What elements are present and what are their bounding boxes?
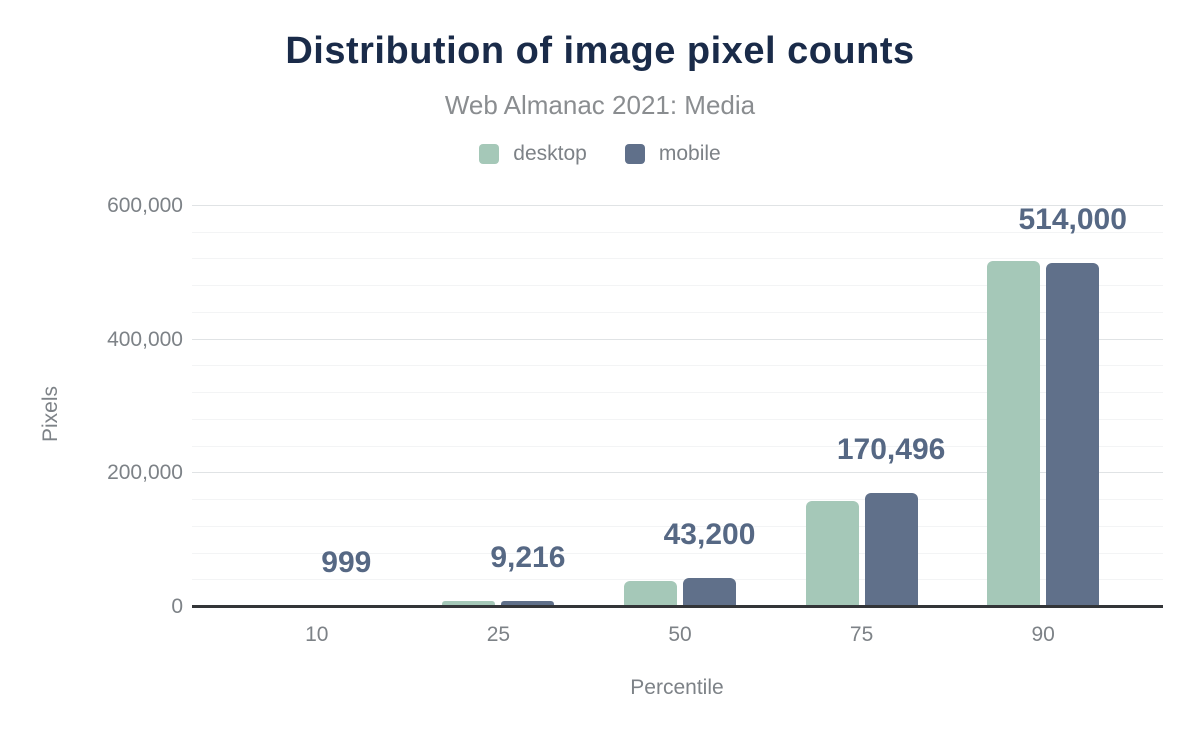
y-tick-label-400000: 400,000 bbox=[107, 327, 183, 351]
gridline-minor bbox=[192, 552, 1163, 554]
gridline-minor bbox=[192, 285, 1163, 287]
legend-item-desktop: desktop bbox=[479, 142, 587, 166]
bar-value-label-p50: 43,200 bbox=[663, 518, 756, 552]
bar-mobile-p90[interactable] bbox=[1046, 263, 1100, 607]
bar-mobile-p50[interactable] bbox=[683, 578, 736, 607]
legend: desktop mobile bbox=[0, 142, 1200, 166]
bar-value-label-p25: 9,216 bbox=[490, 540, 566, 574]
chart-subtitle: Web Almanac 2021: Media bbox=[444, 90, 756, 120]
x-tick-label-50: 50 bbox=[668, 623, 692, 646]
gridline-major bbox=[192, 472, 1163, 474]
plot-area: 999 9,216 43,200 170,496 514,000 10 25 50 75 90 bbox=[192, 203, 1163, 646]
y-axis-title: Pixels bbox=[39, 385, 62, 443]
gridline-minor bbox=[192, 499, 1163, 501]
gridline-minor bbox=[192, 311, 1163, 313]
chart-title: Distribution of image pixel counts bbox=[285, 30, 915, 72]
y-tick-label-200000: 200,000 bbox=[107, 461, 183, 485]
legend-label-mobile: mobile bbox=[658, 142, 721, 165]
gridline-minor bbox=[192, 392, 1163, 394]
desktop-swatch-icon bbox=[479, 144, 500, 164]
gridline-minor bbox=[192, 445, 1163, 447]
x-tick-label-10: 10 bbox=[305, 623, 329, 646]
gridline-major bbox=[192, 338, 1163, 340]
bar-desktop-p25[interactable] bbox=[442, 601, 496, 607]
gridline-major bbox=[192, 205, 1163, 206]
gridline-minor bbox=[192, 579, 1163, 581]
bar-desktop-p75[interactable] bbox=[805, 501, 859, 607]
mobile-swatch-icon bbox=[624, 144, 645, 164]
gridline-minor bbox=[192, 365, 1163, 367]
x-tick-label-90: 90 bbox=[1031, 623, 1055, 646]
bar-mobile-p75[interactable] bbox=[864, 493, 918, 607]
gridline-minor bbox=[192, 231, 1163, 233]
bar-mobile-p25[interactable] bbox=[501, 600, 555, 607]
x-axis-title: Percentile bbox=[630, 676, 724, 699]
legend-item-mobile: mobile bbox=[624, 142, 721, 166]
bar-desktop-p50[interactable] bbox=[624, 580, 677, 607]
y-tick-label-0: 0 bbox=[171, 595, 183, 618]
y-tick-label-600000: 600,000 bbox=[107, 194, 183, 217]
x-tick-label-75: 75 bbox=[849, 623, 874, 646]
gridline-minor bbox=[192, 418, 1163, 420]
gridline-minor bbox=[192, 258, 1163, 260]
bar-value-label-p90: 514,000 bbox=[1018, 203, 1127, 237]
bar-value-label-p75: 170,496 bbox=[836, 433, 946, 467]
bar-value-label-p10: 999 bbox=[321, 546, 372, 580]
gridline-minor bbox=[192, 525, 1163, 527]
x-tick-label-25: 25 bbox=[486, 623, 511, 646]
legend-label-desktop: desktop bbox=[513, 142, 587, 165]
bar-desktop-p90[interactable] bbox=[987, 260, 1041, 607]
x-axis-line bbox=[192, 605, 1163, 608]
